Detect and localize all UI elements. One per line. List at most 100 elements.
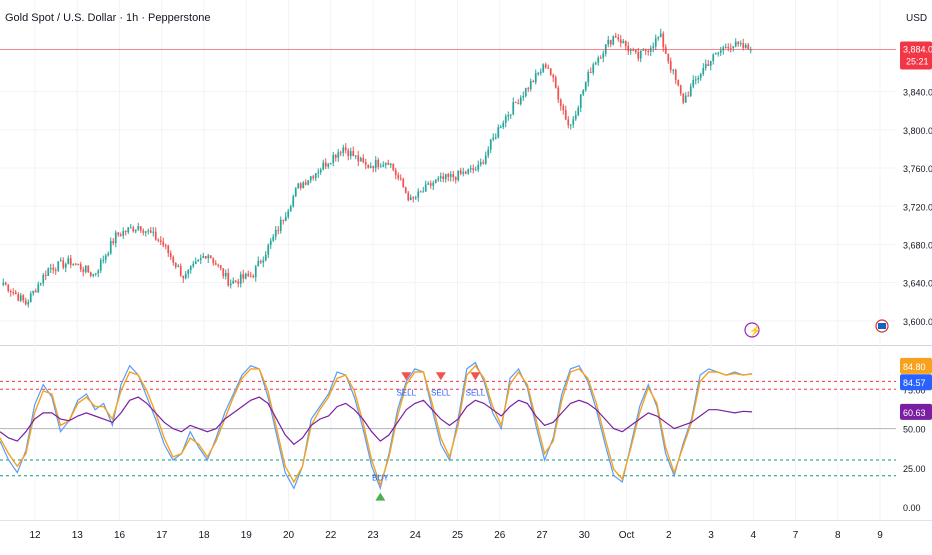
candle-body <box>559 99 562 106</box>
candle-body <box>377 159 380 167</box>
candle-body <box>74 263 77 265</box>
candle-body <box>667 53 670 62</box>
candle-body <box>119 234 122 236</box>
candle-body <box>447 174 450 177</box>
candle-body <box>607 39 610 45</box>
candle-body <box>392 163 395 170</box>
candle-body <box>284 216 287 221</box>
candle-body <box>744 44 747 49</box>
candle-body <box>539 71 542 73</box>
time-tick-label: 27 <box>536 530 548 541</box>
candle-body <box>72 263 75 265</box>
candle-body <box>574 115 577 120</box>
candle-body <box>679 85 682 94</box>
candle-body <box>179 265 182 276</box>
osc-value-tag <box>900 403 932 420</box>
candle-body <box>637 52 640 59</box>
candle-body <box>482 162 485 164</box>
candle-body <box>529 81 532 90</box>
candle-body <box>564 110 567 120</box>
candle-body <box>664 47 667 54</box>
candle-body <box>37 284 40 293</box>
candle-body <box>89 272 92 276</box>
candle-body <box>659 33 662 38</box>
candle-body <box>442 176 445 180</box>
candle-body <box>24 300 27 305</box>
candle-body <box>149 230 152 233</box>
candle-body <box>614 36 617 38</box>
candle-body <box>359 157 362 162</box>
time-tick-label: 12 <box>29 530 41 541</box>
sell-label: SELL <box>396 388 416 397</box>
candle-body <box>309 176 312 181</box>
candle-body <box>512 102 515 115</box>
candle-body <box>612 36 615 45</box>
time-tick-label: 20 <box>283 530 295 541</box>
candle-body <box>722 47 725 51</box>
time-tick-label: 2 <box>666 530 672 541</box>
candle-body <box>354 155 357 157</box>
candle-body <box>397 175 400 179</box>
sell-label: SELL <box>466 388 486 397</box>
candle-body <box>632 49 635 51</box>
candle-body <box>214 263 217 265</box>
candle-body <box>732 46 735 48</box>
candle-body <box>224 272 227 277</box>
candle-body <box>562 105 565 111</box>
candle-body <box>64 263 67 268</box>
candle-body <box>219 265 222 269</box>
candle-body <box>97 270 100 274</box>
osc-value-tag <box>900 374 932 391</box>
candle-body <box>677 79 680 86</box>
candle-body <box>244 273 247 279</box>
candle-body <box>107 253 110 256</box>
candle-body <box>742 43 745 49</box>
candle-body <box>199 258 202 260</box>
candle-body <box>69 258 72 265</box>
candle-body <box>2 282 5 285</box>
candle-body <box>59 260 62 262</box>
candle-body <box>159 240 162 242</box>
candle-body <box>467 169 470 174</box>
candle-body <box>487 149 490 156</box>
candle-body <box>114 232 117 244</box>
lightning-icon <box>744 322 760 338</box>
candle-body <box>554 77 557 88</box>
candle-body <box>44 274 47 276</box>
time-tick-label: 26 <box>494 530 506 541</box>
candle-body <box>364 162 367 165</box>
candle-body <box>157 239 160 241</box>
last-price-label: 3,884.08 <box>903 45 932 55</box>
candle-body <box>544 64 547 68</box>
candle-body <box>477 164 480 170</box>
candle-body <box>429 183 432 186</box>
candle-body <box>507 114 510 117</box>
candle-body <box>104 255 107 260</box>
candle-body <box>47 268 50 276</box>
candle-body <box>489 139 492 150</box>
candle-body <box>239 274 242 284</box>
price-tick-label: 3,760.00 <box>903 164 932 174</box>
candle-body <box>704 63 707 68</box>
candle-body <box>567 119 570 126</box>
candle-body <box>569 124 572 126</box>
candle-body <box>362 157 365 163</box>
candle-body <box>14 292 17 295</box>
candle-body <box>222 268 225 277</box>
time-tick-label: 23 <box>367 530 379 541</box>
candle-body <box>269 240 272 246</box>
candle-body <box>297 183 300 189</box>
osc-value-label: 84.80 <box>903 362 926 372</box>
candle-body <box>524 88 527 96</box>
candle-body <box>289 206 292 212</box>
candle-body <box>192 263 195 267</box>
candle-body <box>557 87 560 100</box>
candle-body <box>444 174 447 180</box>
candle-body <box>727 47 730 49</box>
candle-body <box>579 94 582 108</box>
candle-body <box>422 191 425 193</box>
candle-body <box>202 255 205 259</box>
candle-body <box>334 154 337 158</box>
